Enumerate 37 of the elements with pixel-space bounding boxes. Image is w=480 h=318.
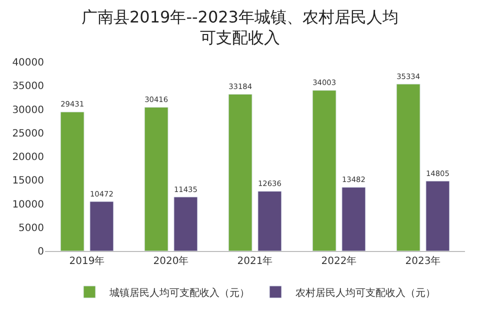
y-tick-label: 35000 bbox=[12, 81, 44, 92]
data-label: 29431 bbox=[60, 100, 84, 109]
x-tick-label: 2021年 bbox=[237, 255, 273, 267]
data-label: 30416 bbox=[144, 95, 168, 104]
bar bbox=[426, 180, 450, 251]
data-label: 10472 bbox=[90, 189, 114, 198]
y-tick-label: 5000 bbox=[18, 222, 44, 234]
bar bbox=[174, 196, 198, 251]
bar bbox=[342, 187, 366, 251]
y-tick-label: 25000 bbox=[12, 128, 44, 140]
bar bbox=[144, 107, 168, 251]
x-tick-label: 2020年 bbox=[153, 255, 189, 267]
data-label: 34003 bbox=[312, 78, 336, 88]
data-label: 11435 bbox=[174, 184, 198, 194]
y-tick-label: 20000 bbox=[12, 152, 44, 163]
legend-label: 农村居民人均可支配收入（元） bbox=[296, 286, 436, 299]
data-label: 12636 bbox=[258, 179, 282, 188]
data-label: 35334 bbox=[396, 72, 420, 81]
y-tick-label: 40000 bbox=[12, 58, 44, 68]
y-tick-label: 10000 bbox=[12, 199, 44, 210]
bar bbox=[60, 112, 84, 251]
y-tick-label: 0 bbox=[38, 246, 44, 258]
data-label: 33184 bbox=[228, 82, 252, 91]
x-tick-label: 2019年 bbox=[69, 255, 105, 267]
legend-label: 城镇居民人均可支配收入（元） bbox=[108, 286, 250, 299]
y-tick-label: 15000 bbox=[12, 176, 44, 187]
x-tick-label: 2023年 bbox=[405, 255, 441, 267]
data-label: 13482 bbox=[342, 175, 366, 184]
y-tick-label: 30000 bbox=[12, 104, 44, 116]
bar bbox=[396, 84, 420, 251]
data-label: 14805 bbox=[426, 168, 450, 178]
x-tick-label: 2022年 bbox=[321, 255, 357, 267]
chart-title: 广南县2019年--2023年城镇、农村居民人均可支配收入 bbox=[82, 7, 398, 48]
bar bbox=[90, 201, 114, 251]
bar bbox=[258, 191, 282, 251]
bar bbox=[312, 90, 336, 251]
bar bbox=[228, 94, 252, 251]
